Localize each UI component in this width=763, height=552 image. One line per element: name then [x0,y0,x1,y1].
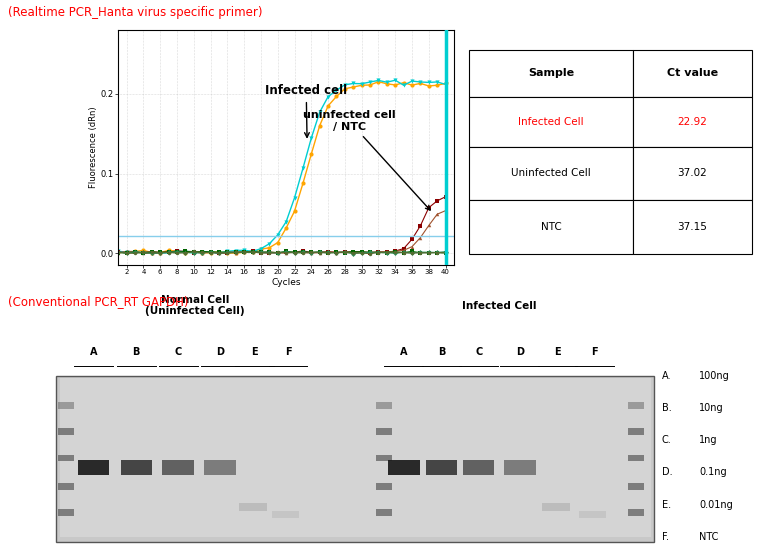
Text: C: C [175,347,182,357]
Bar [204,460,236,475]
Bar [163,460,194,475]
Bar [375,402,392,409]
Text: 10ng: 10ng [700,403,724,413]
Bar [504,460,536,475]
Text: Infected cell: Infected cell [266,84,347,137]
Bar [463,460,494,475]
Text: Uninfected Cell: Uninfected Cell [511,168,591,178]
Bar [579,511,606,518]
Bar [542,503,570,511]
Text: uninfected cell
/ NTC: uninfected cell / NTC [303,110,430,210]
Text: 37.15: 37.15 [678,222,707,232]
Text: B.: B. [662,403,671,413]
Bar [426,460,457,475]
Text: Infected Cell: Infected Cell [462,301,536,311]
Text: NTC: NTC [700,532,719,542]
Text: A.: A. [662,370,671,380]
Text: B: B [133,347,140,357]
Text: C.: C. [662,435,671,445]
Bar [627,428,644,435]
Text: (Conventional PCR_RT GAPDH): (Conventional PCR_RT GAPDH) [8,295,188,309]
Bar [627,454,644,461]
Text: D: D [216,347,224,357]
Bar [121,460,152,475]
Text: Normal Cell
(Uninfected Cell): Normal Cell (Uninfected Cell) [145,295,245,316]
Text: 37.02: 37.02 [678,168,707,178]
Bar [60,378,651,537]
Text: E: E [554,347,561,357]
Text: F.: F. [662,532,669,542]
Text: 0.01ng: 0.01ng [700,500,733,509]
Bar [58,509,74,516]
Bar [633,200,752,254]
Bar [627,483,644,490]
Text: A: A [90,347,98,357]
Text: NTC: NTC [541,222,562,232]
Text: D.: D. [662,468,672,477]
Text: 22.92: 22.92 [678,117,707,127]
Text: E.: E. [662,500,671,509]
X-axis label: Cycles: Cycles [272,278,301,287]
Bar [375,509,392,516]
Text: Ct value: Ct value [667,68,718,78]
Text: C: C [475,347,482,357]
Bar [627,402,644,409]
Text: 1ng: 1ng [700,435,718,445]
Text: B: B [438,347,445,357]
Text: (Realtime PCR_Hanta virus specific primer): (Realtime PCR_Hanta virus specific prime… [8,6,262,19]
Bar [633,146,752,200]
Bar [58,454,74,461]
Bar [272,511,299,518]
Text: 100ng: 100ng [700,370,730,380]
Bar [388,460,420,475]
Bar [78,460,109,475]
Text: Infected Cell: Infected Cell [518,117,584,127]
Bar [633,97,752,146]
Bar [469,200,633,254]
Bar [469,50,633,97]
Bar [58,483,74,490]
Bar [469,97,633,146]
Bar [375,428,392,435]
Text: 0.1ng: 0.1ng [700,468,727,477]
Text: F: F [591,347,598,357]
Bar [469,146,633,200]
Text: E: E [251,347,258,357]
Bar [239,503,267,511]
Bar [58,402,74,409]
Y-axis label: Fluorescence (dRn): Fluorescence (dRn) [89,107,98,188]
Text: D: D [516,347,524,357]
Text: Sample: Sample [528,68,575,78]
Bar [633,50,752,97]
Bar [56,375,655,542]
Bar [375,454,392,461]
Bar [58,428,74,435]
Bar [375,483,392,490]
Text: A: A [400,347,407,357]
Text: F: F [285,347,291,357]
Bar [627,509,644,516]
